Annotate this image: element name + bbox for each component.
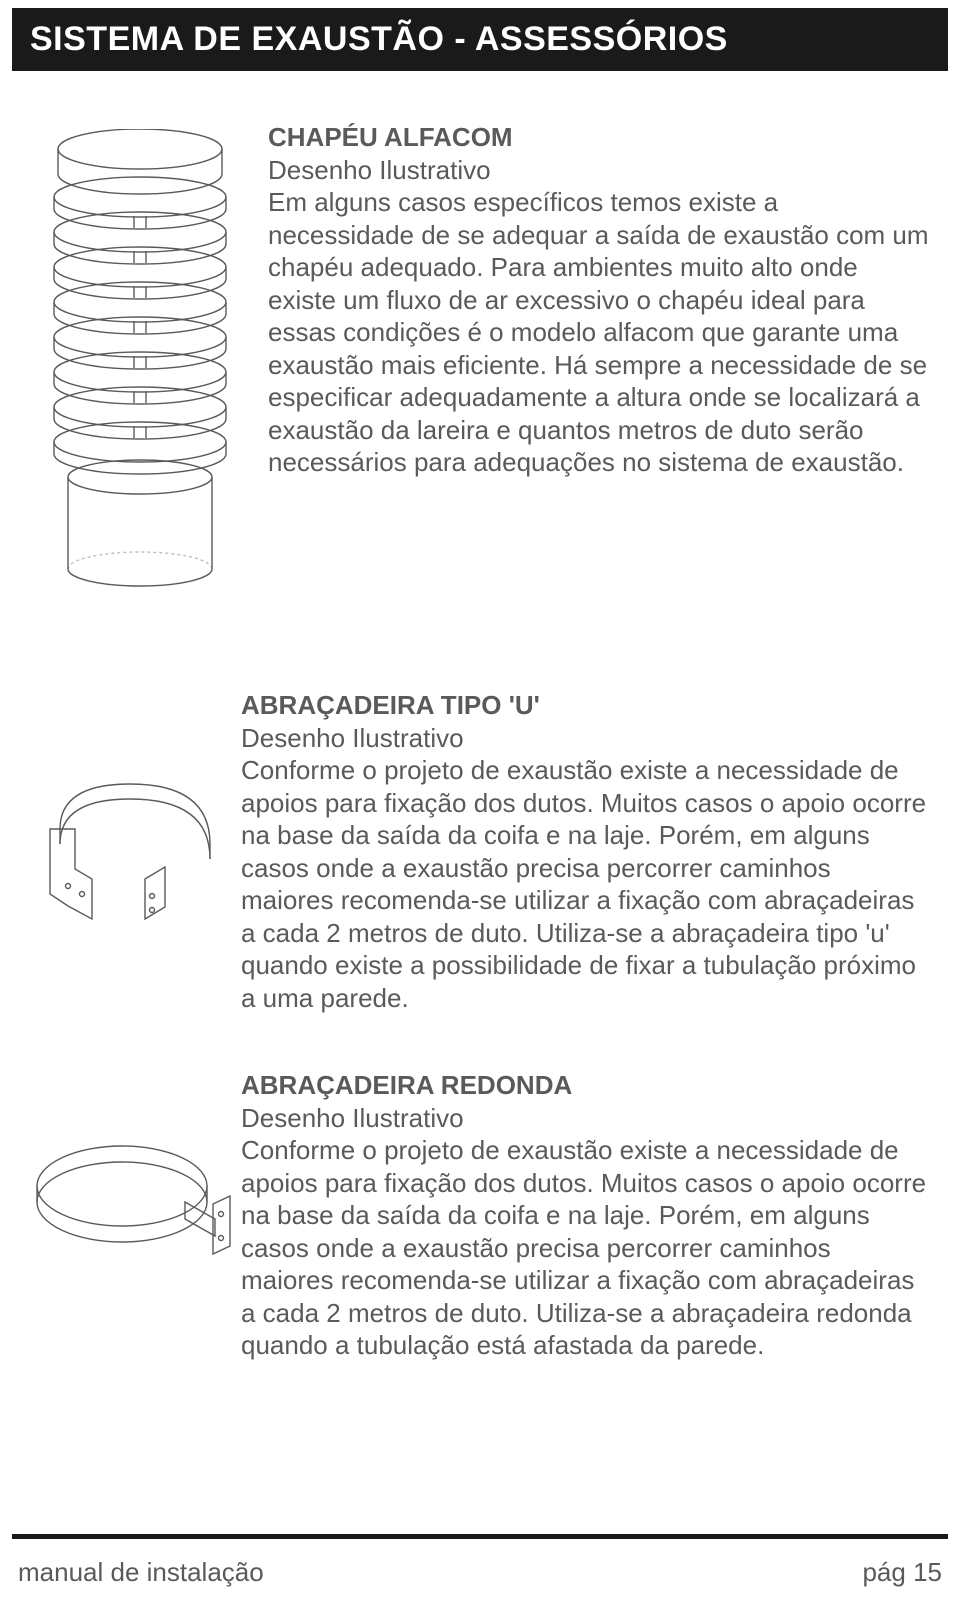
section-title: ABRAÇADEIRA TIPO 'U' (241, 689, 930, 722)
section-subtitle: Desenho Ilustrativo (241, 1102, 930, 1135)
section-subtitle: Desenho Ilustrativo (241, 722, 930, 755)
section-text: CHAPÉU ALFACOM Desenho Ilustrativo Em al… (268, 121, 930, 479)
illustration-abracadeira-u (30, 774, 235, 954)
section-body: Em alguns casos específicos temos existe… (268, 186, 930, 479)
section-text: ABRAÇADEIRA TIPO 'U' Desenho Ilustrativo… (241, 689, 930, 1014)
section-abracadeira-redonda: ABRAÇADEIRA REDONDA Desenho Ilustrativo … (30, 1069, 930, 1362)
footer-right: pág 15 (862, 1557, 942, 1588)
page-header: SISTEMA DE EXAUSTÃO - ASSESSÓRIOS (12, 8, 948, 71)
section-title: ABRAÇADEIRA REDONDA (241, 1069, 930, 1102)
page-footer: manual de instalação pág 15 (12, 1534, 948, 1588)
section-body: Conforme o projeto de exaustão existe a … (241, 754, 930, 1014)
section-text: ABRAÇADEIRA REDONDA Desenho Ilustrativo … (241, 1069, 930, 1362)
illustration-abracadeira-redonda (30, 1124, 235, 1274)
page-title: SISTEMA DE EXAUSTÃO - ASSESSÓRIOS (30, 20, 930, 59)
section-body: Conforme o projeto de exaustão existe a … (241, 1134, 930, 1362)
section-subtitle: Desenho Ilustrativo (268, 154, 930, 187)
section-title: CHAPÉU ALFACOM (268, 121, 930, 154)
section-chapeu-alfacom: CHAPÉU ALFACOM Desenho Ilustrativo Em al… (30, 121, 930, 599)
footer-rule (12, 1534, 948, 1539)
footer-left: manual de instalação (18, 1557, 264, 1588)
footer-row: manual de instalação pág 15 (12, 1557, 948, 1588)
section-abracadeira-u: ABRAÇADEIRA TIPO 'U' Desenho Ilustrativo… (30, 689, 930, 1014)
illustration-chapeu-alfacom (30, 129, 250, 599)
page-content: CHAPÉU ALFACOM Desenho Ilustrativo Em al… (0, 71, 960, 1362)
